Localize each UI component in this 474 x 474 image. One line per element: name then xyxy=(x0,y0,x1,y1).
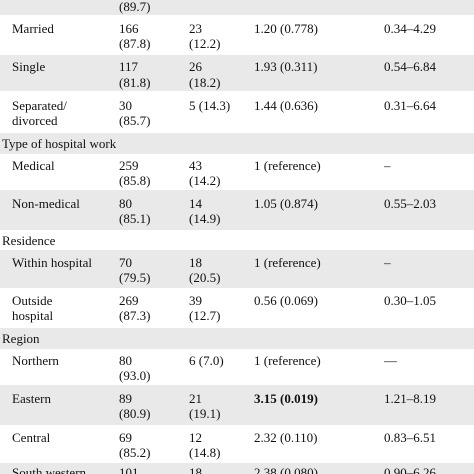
cell-ci: 0.34–4.29 xyxy=(384,21,436,36)
table-row-outside-hospital: Outside hospital 269 (87.3) 39 (12.7) 0.… xyxy=(0,288,474,328)
cell-ci: 0.54–6.84 xyxy=(384,59,436,74)
cell-n-pct: (85.8) xyxy=(119,173,151,188)
cell-or: 1 (reference) xyxy=(254,255,321,270)
table-row: (89.7) xyxy=(0,0,474,15)
section-label: Type of hospital work xyxy=(2,136,117,151)
row-label: Central xyxy=(12,430,51,445)
cell-n-pct: (87.8) xyxy=(119,36,151,51)
cell-m-pct: (19.1) xyxy=(189,406,221,421)
row-label: Single xyxy=(12,59,46,74)
table-row-married: Married 166 (87.8) 23 (12.2) 1.20 (0.778… xyxy=(0,15,474,55)
section-header-residence: Residence xyxy=(0,230,474,250)
row-label: Non-medical xyxy=(12,196,80,211)
cell-n: 69 xyxy=(119,430,132,445)
cell-m-pct: (12.2) xyxy=(189,36,221,51)
cell-or: 1 (reference) xyxy=(254,353,321,368)
cell-n: 269 xyxy=(119,293,139,308)
cell-ci: 0.30–1.05 xyxy=(384,293,436,308)
cell-n-pct: (80.9) xyxy=(119,406,151,421)
cell-m: 43 xyxy=(189,158,202,173)
cell-ci: – xyxy=(384,158,391,173)
section-header-hospital-work: Type of hospital work xyxy=(0,133,474,154)
cell-m-pct: (14.2) xyxy=(189,173,221,188)
cell-m-pct: (20.5) xyxy=(189,270,221,285)
cell-ci: 0.31–6.64 xyxy=(384,98,436,113)
cell-n: 117 xyxy=(119,59,139,74)
cell-n-pct: (79.5) xyxy=(119,270,151,285)
cell-ci: 0.55–2.03 xyxy=(384,196,436,211)
row-label: Eastern xyxy=(12,391,51,406)
table-row-non-medical: Non-medical 80 (85.1) 14 (14.9) 1.05 (0.… xyxy=(0,190,474,230)
cell-n: 80 xyxy=(119,353,132,368)
table-row-eastern: Eastern 89 (80.9) 21 (19.1) 3.15 (0.019)… xyxy=(0,385,474,425)
cell-or: 0.56 (0.069) xyxy=(254,293,318,308)
cell-or: 1.93 (0.311) xyxy=(254,59,318,74)
table-row-medical: Medical 259 (85.8) 43 (14.2) 1 (referenc… xyxy=(0,154,474,190)
row-label-cont: hospital xyxy=(12,308,54,323)
cell-ci: — xyxy=(384,353,397,368)
row-label: Married xyxy=(12,21,54,36)
cell-ci: 0.83–6.51 xyxy=(384,430,436,445)
cell-m-pct: (18.2) xyxy=(189,75,221,90)
cell-ci: 0.90–6.26 xyxy=(384,465,436,474)
row-label-cont: divorced xyxy=(12,113,58,128)
cell-n-pct: (87.3) xyxy=(119,308,151,323)
cell-n-pct: (89.7) xyxy=(119,0,151,14)
table-row-separated: Separated/ divorced 30 (85.7) 5 (14.3) 1… xyxy=(0,91,474,133)
cell-m-pct: (14.9) xyxy=(189,211,221,226)
cell-m: 39 xyxy=(189,293,202,308)
cell-ci: – xyxy=(384,255,391,270)
row-label: Within hospital xyxy=(12,255,92,270)
cell-n-pct: (85.1) xyxy=(119,211,151,226)
row-label: Separated/ xyxy=(12,98,67,113)
cell-or: 2.32 (0.110) xyxy=(254,430,318,445)
section-label: Region xyxy=(2,331,40,346)
cell-n-pct: (85.7) xyxy=(119,113,151,128)
row-label: Outside xyxy=(12,293,53,308)
cell-or: 1 (reference) xyxy=(254,158,321,173)
table-row-northern: Northern 80 (93.0) 6 (7.0) 1 (reference)… xyxy=(0,349,474,385)
cell-or: 1.20 (0.778) xyxy=(254,21,318,36)
cell-n: 30 xyxy=(119,98,132,113)
cell-or: 2.38 (0.080) xyxy=(254,465,318,474)
cell-m: 18 xyxy=(189,255,202,270)
section-header-region: Region xyxy=(0,328,474,349)
cell-or-significant: 3.15 (0.019) xyxy=(254,391,318,406)
cell-m: 6 (7.0) xyxy=(189,353,224,368)
cell-n: 166 xyxy=(119,21,139,36)
cell-m-pct: (12.7) xyxy=(189,308,221,323)
table-row-within-hospital: Within hospital 70 (79.5) 18 (20.5) 1 (r… xyxy=(0,250,474,288)
cell-n: 80 xyxy=(119,196,132,211)
cell-n-pct: (81.8) xyxy=(119,75,151,90)
table-row-central: Central 69 (85.2) 12 (14.8) 2.32 (0.110)… xyxy=(0,425,474,463)
row-label: Medical xyxy=(12,158,55,173)
row-label: South western xyxy=(12,465,87,474)
cell-m: 26 xyxy=(189,59,202,74)
cell-n: 89 xyxy=(119,391,132,406)
cell-m: 21 xyxy=(189,391,202,406)
cell-n: 101 xyxy=(119,465,139,474)
cell-m: 18 xyxy=(189,465,202,474)
table-row-south-western: South western 101 18 2.38 (0.080) 0.90–6… xyxy=(0,463,474,474)
table-row-single: Single 117 (81.8) 26 (18.2) 1.93 (0.311)… xyxy=(0,55,474,91)
section-label: Residence xyxy=(2,233,56,248)
cell-or: 1.05 (0.874) xyxy=(254,196,318,211)
cell-n: 70 xyxy=(119,255,132,270)
cell-or: 1.44 (0.636) xyxy=(254,98,318,113)
cell-m-pct: (14.8) xyxy=(189,445,221,460)
cell-n-pct: (93.0) xyxy=(119,368,151,383)
cell-m: 12 xyxy=(189,430,202,445)
row-label: Northern xyxy=(12,353,59,368)
cell-ci: 1.21–8.19 xyxy=(384,391,436,406)
cell-m: 23 xyxy=(189,21,202,36)
cell-m: 5 (14.3) xyxy=(189,98,231,113)
cell-n-pct: (85.2) xyxy=(119,445,151,460)
cell-m: 14 xyxy=(189,196,202,211)
cell-n: 259 xyxy=(119,158,139,173)
